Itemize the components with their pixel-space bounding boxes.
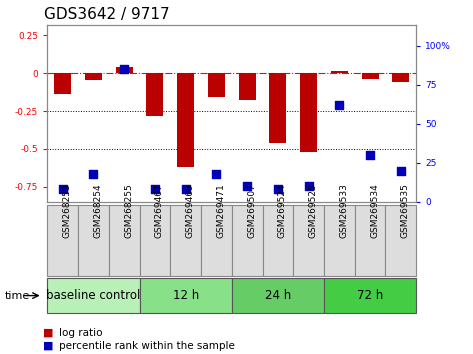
- Text: GSM269469: GSM269469: [185, 184, 195, 238]
- Text: GSM269467: GSM269467: [155, 184, 164, 238]
- Text: GSM268255: GSM268255: [124, 184, 133, 238]
- Text: log ratio: log ratio: [59, 328, 103, 338]
- Bar: [232, 278, 324, 313]
- Point: [397, 168, 405, 173]
- Text: ■: ■: [43, 328, 53, 338]
- Bar: [239, 73, 255, 101]
- Text: 24 h: 24 h: [265, 289, 291, 302]
- Bar: [324, 205, 355, 276]
- Point: [90, 171, 97, 177]
- Bar: [293, 205, 324, 276]
- Text: GSM269524: GSM269524: [278, 184, 287, 238]
- Bar: [362, 73, 378, 79]
- Bar: [147, 73, 163, 115]
- Bar: [78, 205, 109, 276]
- Bar: [177, 73, 194, 167]
- Text: GSM269471: GSM269471: [217, 184, 226, 238]
- Bar: [385, 205, 416, 276]
- Text: GSM269507: GSM269507: [247, 183, 256, 239]
- Point: [274, 187, 282, 192]
- Bar: [47, 205, 78, 276]
- Bar: [331, 71, 348, 73]
- Point: [120, 67, 128, 72]
- Text: GSM268254: GSM268254: [94, 184, 103, 238]
- Text: GSM269534: GSM269534: [370, 184, 379, 238]
- Bar: [47, 278, 140, 313]
- Bar: [140, 278, 232, 313]
- Point: [59, 187, 66, 192]
- Bar: [208, 73, 225, 97]
- Text: GSM268253: GSM268253: [62, 184, 72, 238]
- Text: baseline control: baseline control: [46, 289, 140, 302]
- Point: [243, 183, 251, 189]
- Bar: [140, 205, 170, 276]
- Text: GSM269535: GSM269535: [401, 183, 410, 239]
- Bar: [85, 73, 102, 80]
- Bar: [109, 205, 140, 276]
- Point: [305, 183, 312, 189]
- Bar: [263, 205, 293, 276]
- Text: GSM269525: GSM269525: [308, 184, 318, 238]
- Point: [151, 187, 159, 192]
- Text: GDS3642 / 9717: GDS3642 / 9717: [44, 7, 169, 22]
- Bar: [355, 205, 385, 276]
- Bar: [324, 278, 416, 313]
- Text: ■: ■: [43, 341, 53, 351]
- Text: GSM269533: GSM269533: [340, 183, 349, 239]
- Point: [366, 152, 374, 158]
- Bar: [170, 205, 201, 276]
- Point: [213, 171, 220, 177]
- Bar: [116, 67, 132, 73]
- Bar: [54, 73, 71, 95]
- Bar: [300, 73, 317, 152]
- Bar: [270, 73, 286, 143]
- Point: [182, 187, 189, 192]
- Bar: [232, 205, 263, 276]
- Point: [336, 102, 343, 108]
- Text: percentile rank within the sample: percentile rank within the sample: [59, 341, 235, 351]
- Bar: [201, 205, 232, 276]
- Text: 12 h: 12 h: [173, 289, 199, 302]
- Text: 72 h: 72 h: [357, 289, 383, 302]
- Bar: [393, 73, 409, 82]
- Text: time: time: [5, 291, 30, 301]
